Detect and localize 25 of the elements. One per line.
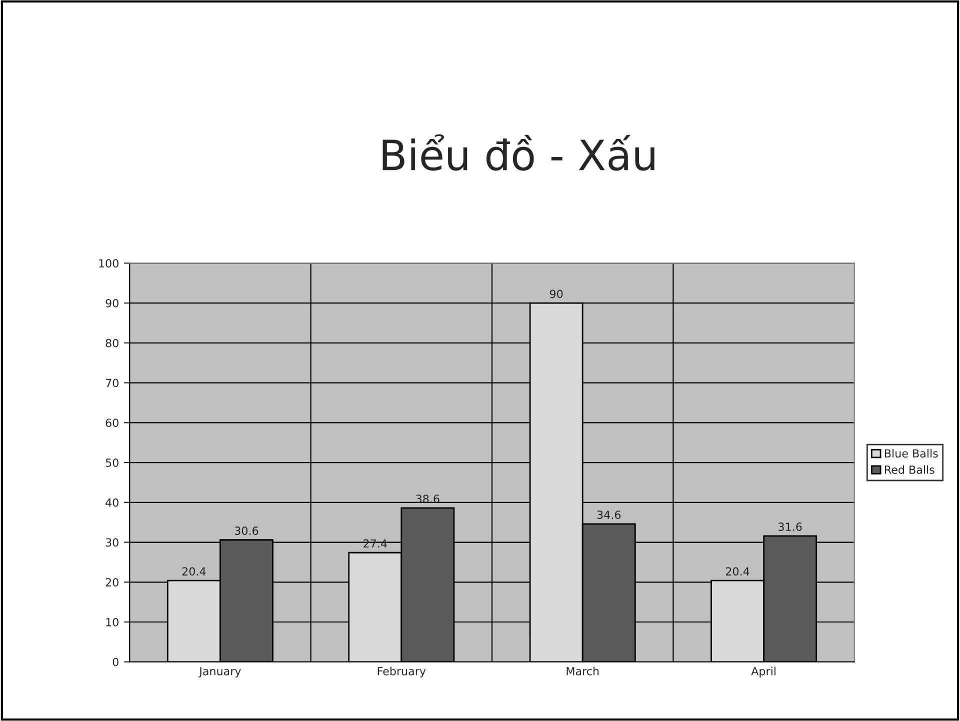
data-label: 31.6 [778,522,802,531]
chart-title: Biểu đồ - Xấu [382,134,654,171]
y-tick-label: 10 [106,618,118,626]
y-tick-label: 60 [106,418,118,428]
x-tick-label: February [378,666,426,678]
data-label: 20.4 [726,567,750,576]
y-tick-label: 80 [106,338,118,348]
y-tick-label: 0 [112,658,118,666]
legend-label: Blue Balls [884,448,938,458]
y-tick-label: 90 [106,299,118,308]
data-label: 30.6 [234,526,258,535]
y-tick-label: 40 [106,498,118,507]
x-tick-label: January [198,667,241,678]
y-tick-label: 50 [106,458,118,467]
y-tick-label: 70 [106,378,118,388]
data-label: 38.6 [416,494,440,504]
x-tick-label: April [751,666,776,678]
data-label: 90 [550,290,563,298]
data-label: 34.6 [597,510,621,519]
data-label: 20.4 [182,567,206,576]
y-tick-label: 30 [106,538,118,547]
y-tick-label: 100 [99,259,118,268]
legend-label: Red Balls [884,465,934,474]
y-tick-label: 20 [106,578,118,587]
x-tick-label: March [566,666,599,676]
